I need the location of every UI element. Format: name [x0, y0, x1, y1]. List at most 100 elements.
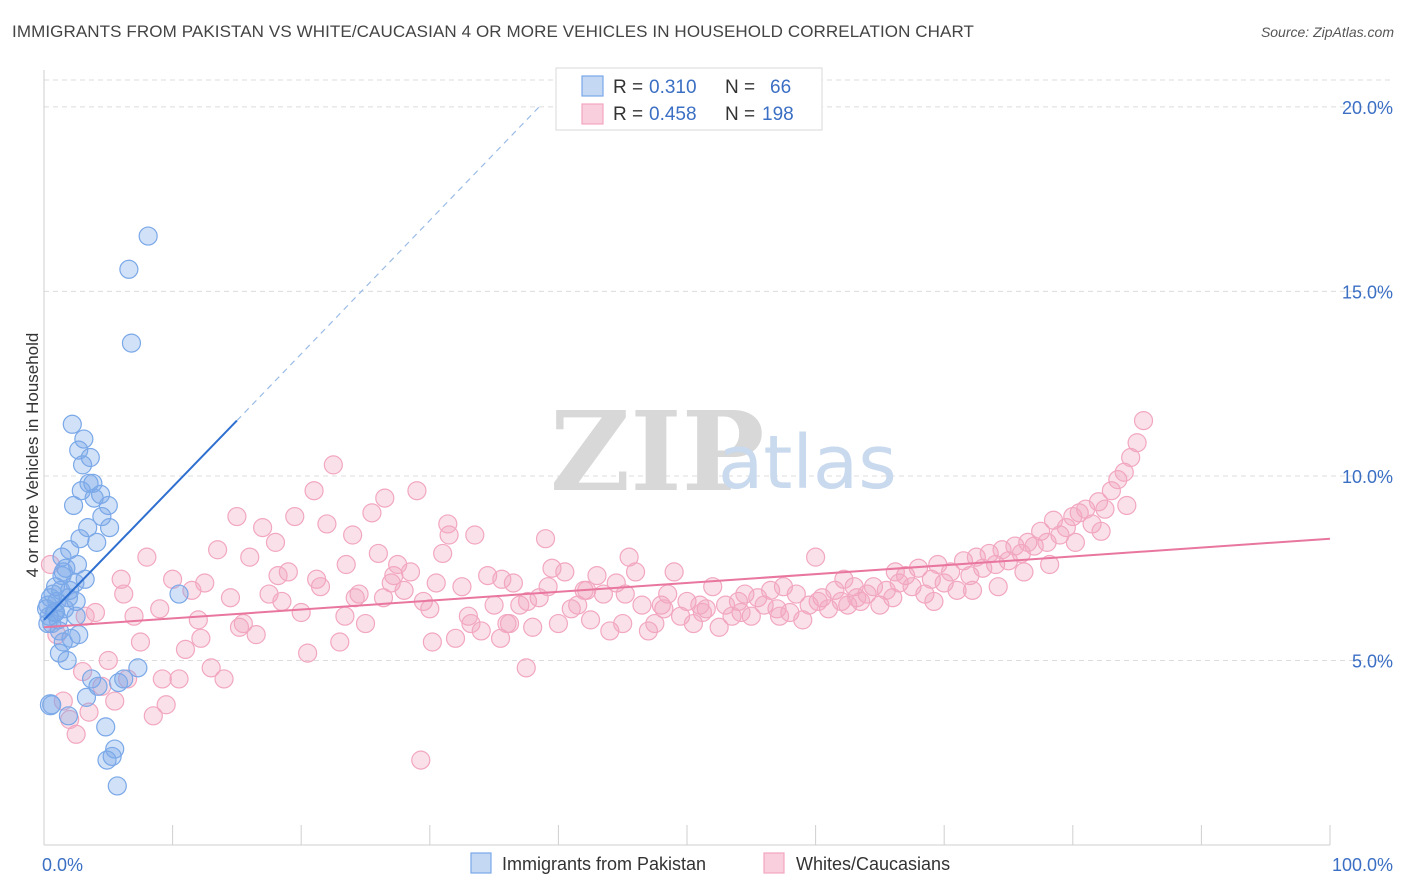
point-whites — [272, 591, 292, 612]
y-axis-label: 4 or more Vehicles in Household — [23, 333, 42, 578]
point-whites — [692, 602, 713, 623]
point-whites — [208, 540, 228, 560]
point-whites — [857, 584, 877, 604]
x-tick-labels: 0.0% 100.0% — [42, 855, 1393, 875]
point-whites — [523, 617, 543, 637]
point-whites — [220, 588, 241, 608]
point-whites — [156, 695, 176, 715]
point-whites — [195, 573, 215, 593]
point-pakistan — [90, 484, 111, 505]
point-whites — [735, 584, 755, 604]
series-legend: Immigrants from Pakistan Whites/Caucasia… — [470, 852, 950, 874]
point-whites — [130, 632, 151, 652]
y-tick-label: 10.0% — [1342, 467, 1393, 487]
point-whites — [452, 577, 472, 597]
point-whites — [555, 562, 575, 582]
point-whites — [105, 691, 125, 711]
point-whites — [355, 613, 376, 634]
point-whites — [966, 547, 986, 567]
point-whites — [445, 628, 466, 648]
point-whites — [690, 595, 710, 615]
point-whites — [1069, 503, 1089, 523]
y-tick-label: 5.0% — [1352, 651, 1393, 671]
point-whites — [587, 565, 607, 586]
point-whites — [1091, 521, 1111, 541]
legend-r-label: R = — [613, 104, 643, 125]
point-whites — [924, 591, 944, 612]
point-whites — [384, 565, 404, 586]
point-whites — [253, 518, 273, 538]
point-whites — [651, 595, 671, 615]
point-pakistan — [102, 746, 122, 767]
point-whites — [400, 562, 421, 582]
point-whites — [638, 621, 659, 641]
point-whites — [808, 591, 828, 612]
point-whites — [1117, 495, 1137, 516]
gridlines — [44, 79, 1392, 661]
point-whites — [317, 514, 337, 534]
chart-title: IMMIGRANTS FROM PAKISTAN VS WHITE/CAUCAS… — [12, 22, 975, 41]
point-whites — [728, 591, 749, 612]
legend-n-label: N = — [725, 77, 755, 98]
point-whites — [709, 617, 729, 637]
point-pakistan — [97, 750, 117, 770]
x-tick-label: 0.0% — [42, 855, 83, 875]
point-pakistan — [52, 547, 72, 567]
point-pakistan — [114, 669, 134, 689]
point-whites — [240, 547, 260, 567]
point-whites — [169, 669, 189, 689]
point-whites — [420, 599, 440, 619]
point-whites — [111, 569, 131, 589]
point-whites — [143, 706, 163, 726]
point-pakistan — [63, 495, 84, 516]
point-whites — [613, 613, 633, 634]
point-whites — [246, 625, 266, 645]
point-whites — [992, 540, 1012, 560]
point-whites — [625, 562, 646, 582]
point-whites — [677, 591, 697, 612]
point-whites — [831, 591, 851, 612]
legend-item-pakistan: Immigrants from Pakistan — [502, 854, 706, 874]
point-pakistan — [76, 687, 97, 707]
point-whites — [805, 547, 826, 567]
point-whites — [461, 613, 481, 634]
legend-r-value: 0.458 — [649, 104, 697, 125]
legend-item-whites: Whites/Caucasians — [796, 854, 950, 874]
point-whites — [394, 580, 414, 600]
point-whites — [137, 547, 157, 567]
point-whites — [150, 599, 170, 619]
point-pakistan — [60, 580, 80, 600]
point-whites — [323, 455, 343, 475]
point-whites — [85, 602, 106, 623]
point-whites — [373, 588, 394, 608]
point-whites — [1040, 554, 1060, 575]
point-whites — [580, 610, 601, 630]
point-whites — [268, 565, 288, 586]
point-pakistan — [88, 676, 108, 696]
point-whites — [517, 591, 538, 612]
point-whites — [615, 584, 635, 604]
point-whites — [1127, 433, 1147, 453]
legend-n-label: N = — [725, 104, 755, 125]
point-whites — [375, 488, 395, 508]
point-whites — [561, 599, 581, 619]
point-pakistan — [62, 414, 82, 434]
point-whites — [731, 602, 751, 623]
point-whites — [499, 613, 520, 634]
point-pakistan — [87, 532, 107, 552]
point-whites — [114, 584, 134, 604]
point-whites — [411, 750, 431, 770]
legend-r-label: R = — [613, 77, 643, 98]
x-tick-label: 100.0% — [1332, 855, 1393, 875]
point-whites — [336, 554, 356, 575]
point-whites — [889, 573, 909, 593]
point-whites — [538, 577, 558, 597]
point-whites — [851, 591, 871, 612]
point-whites — [201, 658, 221, 678]
point-whites — [885, 562, 905, 582]
point-whites — [696, 599, 716, 619]
point-whites — [79, 702, 99, 722]
point-pakistan — [80, 447, 100, 468]
point-whites — [767, 599, 787, 619]
